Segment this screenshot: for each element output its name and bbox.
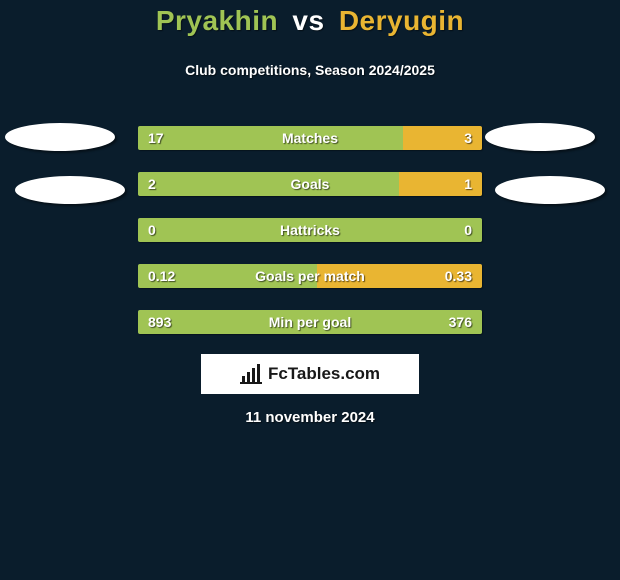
stat-label: Goals — [138, 172, 482, 196]
comparison-infographic: Pryakhin vs Deryugin Club competitions, … — [0, 0, 620, 580]
stat-value-left: 0 — [148, 218, 156, 242]
stat-row: Hattricks0 0 — [138, 218, 482, 242]
title-vs: vs — [286, 5, 330, 36]
avatar-ellipse-left — [15, 176, 125, 204]
stat-row: Goals2 1 — [138, 172, 482, 196]
stat-row: Min per goal893 376 — [138, 310, 482, 334]
stat-bars: Matches17 3 Goals2 1 Hattricks0 0 Goals per ma… — [138, 126, 482, 356]
avatar-ellipse-left — [5, 123, 115, 151]
date-text: 11 november 2024 — [0, 409, 620, 426]
stat-value-right: 1 — [464, 172, 472, 196]
stat-value-right: 0 — [464, 218, 472, 242]
stat-value-left: 893 — [148, 310, 171, 334]
stat-label: Matches — [138, 126, 482, 150]
stat-label: Min per goal — [138, 310, 482, 334]
stat-value-left: 2 — [148, 172, 156, 196]
stat-value-right: 0.33 — [445, 264, 472, 288]
player-right-name: Deryugin — [339, 5, 464, 36]
stat-value-left: 0.12 — [148, 264, 175, 288]
stat-label: Goals per match — [138, 264, 482, 288]
stat-value-right: 3 — [464, 126, 472, 150]
subtitle: Club competitions, Season 2024/2025 — [0, 62, 620, 78]
avatar-ellipse-right — [495, 176, 605, 204]
title: Pryakhin vs Deryugin — [0, 5, 620, 37]
logo-text: FcTables.com — [268, 364, 380, 384]
player-left-name: Pryakhin — [156, 5, 278, 36]
logo-chart-icon — [240, 364, 262, 384]
fctables-logo: FcTables.com — [201, 354, 419, 394]
stat-label: Hattricks — [138, 218, 482, 242]
stat-value-left: 17 — [148, 126, 164, 150]
stat-row: Matches17 3 — [138, 126, 482, 150]
avatar-ellipse-right — [485, 123, 595, 151]
stat-row: Goals per match0.12 0.33 — [138, 264, 482, 288]
stat-value-right: 376 — [449, 310, 472, 334]
